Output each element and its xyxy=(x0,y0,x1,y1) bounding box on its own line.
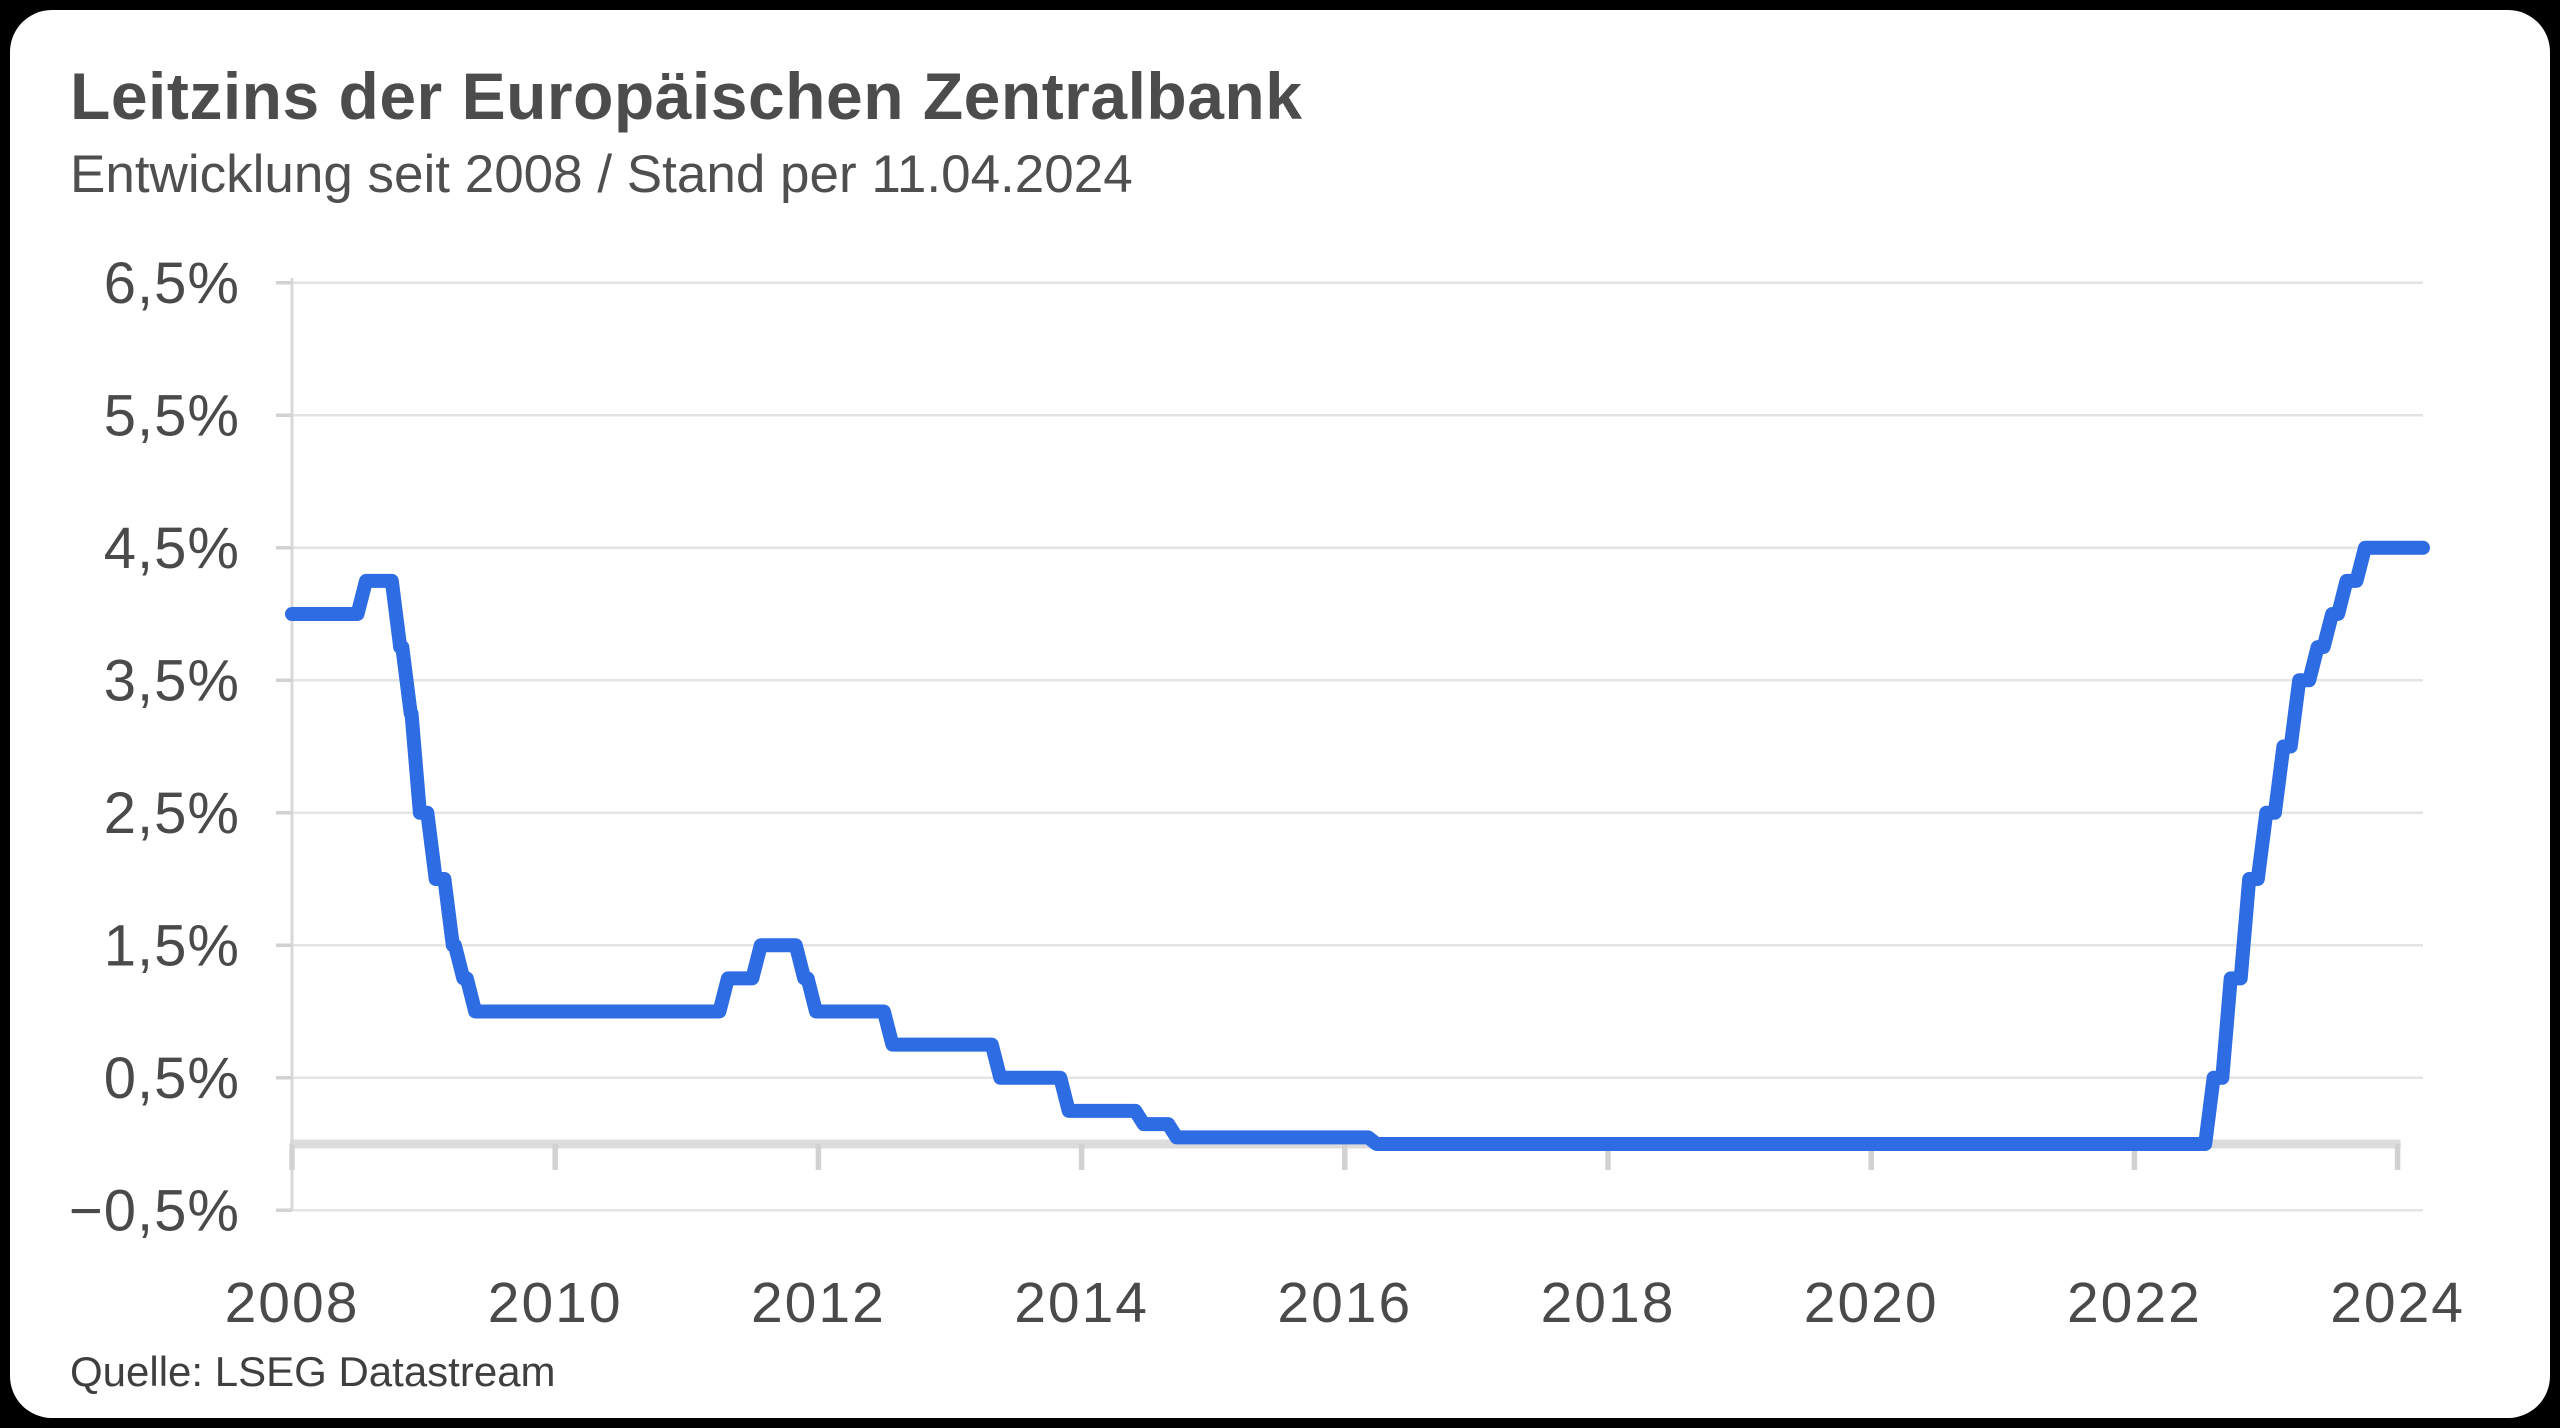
x-axis-label: 2008 xyxy=(225,1271,360,1335)
x-axis-label: 2020 xyxy=(1804,1271,1939,1335)
y-axis-label: 0,5% xyxy=(104,1046,240,1111)
chart-subtitle: Entwicklung seit 2008 / Stand per 11.04.… xyxy=(70,145,1133,204)
y-axis-label: 4,5% xyxy=(104,516,240,581)
page-title: Leitzins der Europäischen Zentralbank xyxy=(70,59,1303,133)
x-axis-label: 2014 xyxy=(1014,1271,1149,1335)
x-axis-label: 2010 xyxy=(488,1271,623,1335)
x-axis: 2008 2010 2012 2014 2016 2018 2020 2022 2024 xyxy=(225,1144,2465,1335)
y-axis-label: 5,5% xyxy=(104,383,240,448)
x-axis-label: 2012 xyxy=(751,1271,886,1335)
y-axis-label: 1,5% xyxy=(104,913,240,978)
y-axis-label: −0,5% xyxy=(69,1178,240,1243)
y-axis-label: 3,5% xyxy=(104,648,240,713)
source-caption: Quelle: LSEG Datastream xyxy=(70,1348,556,1395)
x-axis-label: 2018 xyxy=(1541,1271,1676,1335)
x-axis-label: 2024 xyxy=(2330,1271,2465,1335)
rate-line-series xyxy=(285,540,2430,1151)
x-axis-label: 2022 xyxy=(2067,1271,2202,1335)
gridlines xyxy=(292,281,2423,1212)
y-axis-label: 2,5% xyxy=(104,781,240,846)
x-axis-label: 2016 xyxy=(1277,1271,1412,1335)
y-axis-label: 6,5% xyxy=(104,251,240,316)
y-axis: 6,5% 5,5% 4,5% 3,5% 2,5% 1,5% 0,5% −0,5% xyxy=(69,251,292,1243)
chart-card xyxy=(10,10,2550,1418)
